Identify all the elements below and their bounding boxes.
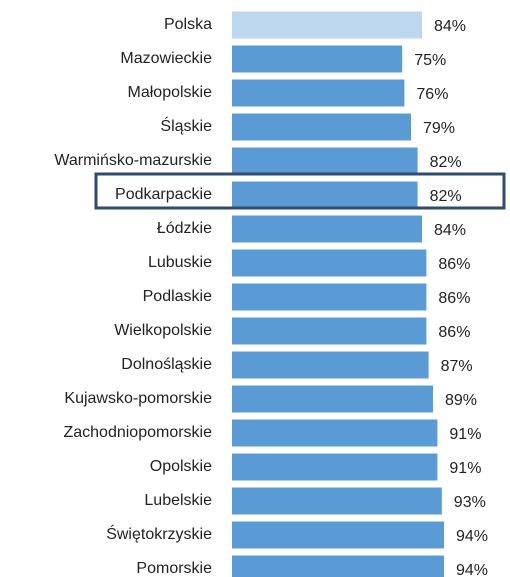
category-label: Polska: [164, 16, 212, 33]
value-label: 86%: [438, 256, 470, 273]
value-label: 82%: [430, 188, 462, 205]
highlight-box: [94, 172, 506, 210]
category-label: Świętokrzyskie: [106, 524, 212, 543]
value-label: 93%: [454, 494, 486, 511]
category-label: Pomorskie: [136, 560, 212, 577]
category-label: Śląskie: [160, 116, 212, 135]
bar: [232, 79, 405, 107]
category-label: Dolnośląskie: [121, 356, 212, 373]
category-label: Warmińsko-mazurskie: [54, 152, 212, 169]
value-label: 84%: [434, 222, 466, 239]
value-label: 86%: [438, 290, 470, 307]
value-label: 79%: [423, 120, 455, 137]
value-label: 87%: [441, 358, 473, 375]
bar: [232, 45, 403, 73]
bar: [232, 385, 433, 413]
bar: [232, 521, 444, 549]
bar: [232, 11, 422, 39]
bar: [232, 283, 427, 311]
bar: [232, 453, 438, 481]
value-label: 91%: [449, 460, 481, 477]
category-label: Mazowieckie: [120, 50, 212, 67]
value-label: 94%: [456, 528, 488, 545]
bar: [232, 113, 411, 141]
value-label: 94%: [456, 562, 488, 577]
value-label: 76%: [416, 86, 448, 103]
bar: [232, 317, 427, 345]
category-label: Małopolskie: [128, 84, 213, 101]
bar: [232, 147, 418, 175]
value-label: 75%: [414, 52, 446, 69]
bar: [232, 181, 418, 209]
bar: [232, 419, 438, 447]
category-label: Lubuskie: [148, 254, 212, 271]
category-label: Lubelskie: [144, 492, 212, 509]
bar: [232, 351, 429, 379]
bar: [232, 487, 442, 515]
category-label: Łódzkie: [157, 220, 212, 237]
value-label: 89%: [445, 392, 477, 409]
category-label: Zachodniopomorskie: [63, 424, 212, 441]
category-label: Opolskie: [150, 458, 212, 475]
category-label: Kujawsko-pomorskie: [64, 390, 212, 407]
value-label: 84%: [434, 18, 466, 35]
category-label: Wielkopolskie: [114, 322, 212, 339]
bar: [232, 215, 422, 243]
bar: [232, 249, 427, 277]
value-label: 91%: [449, 426, 481, 443]
value-label: 86%: [438, 324, 470, 341]
value-label: 82%: [430, 154, 462, 171]
category-label: Podlaskie: [143, 288, 212, 305]
bar: [232, 555, 444, 577]
category-label: Podkarpackie: [115, 186, 212, 203]
